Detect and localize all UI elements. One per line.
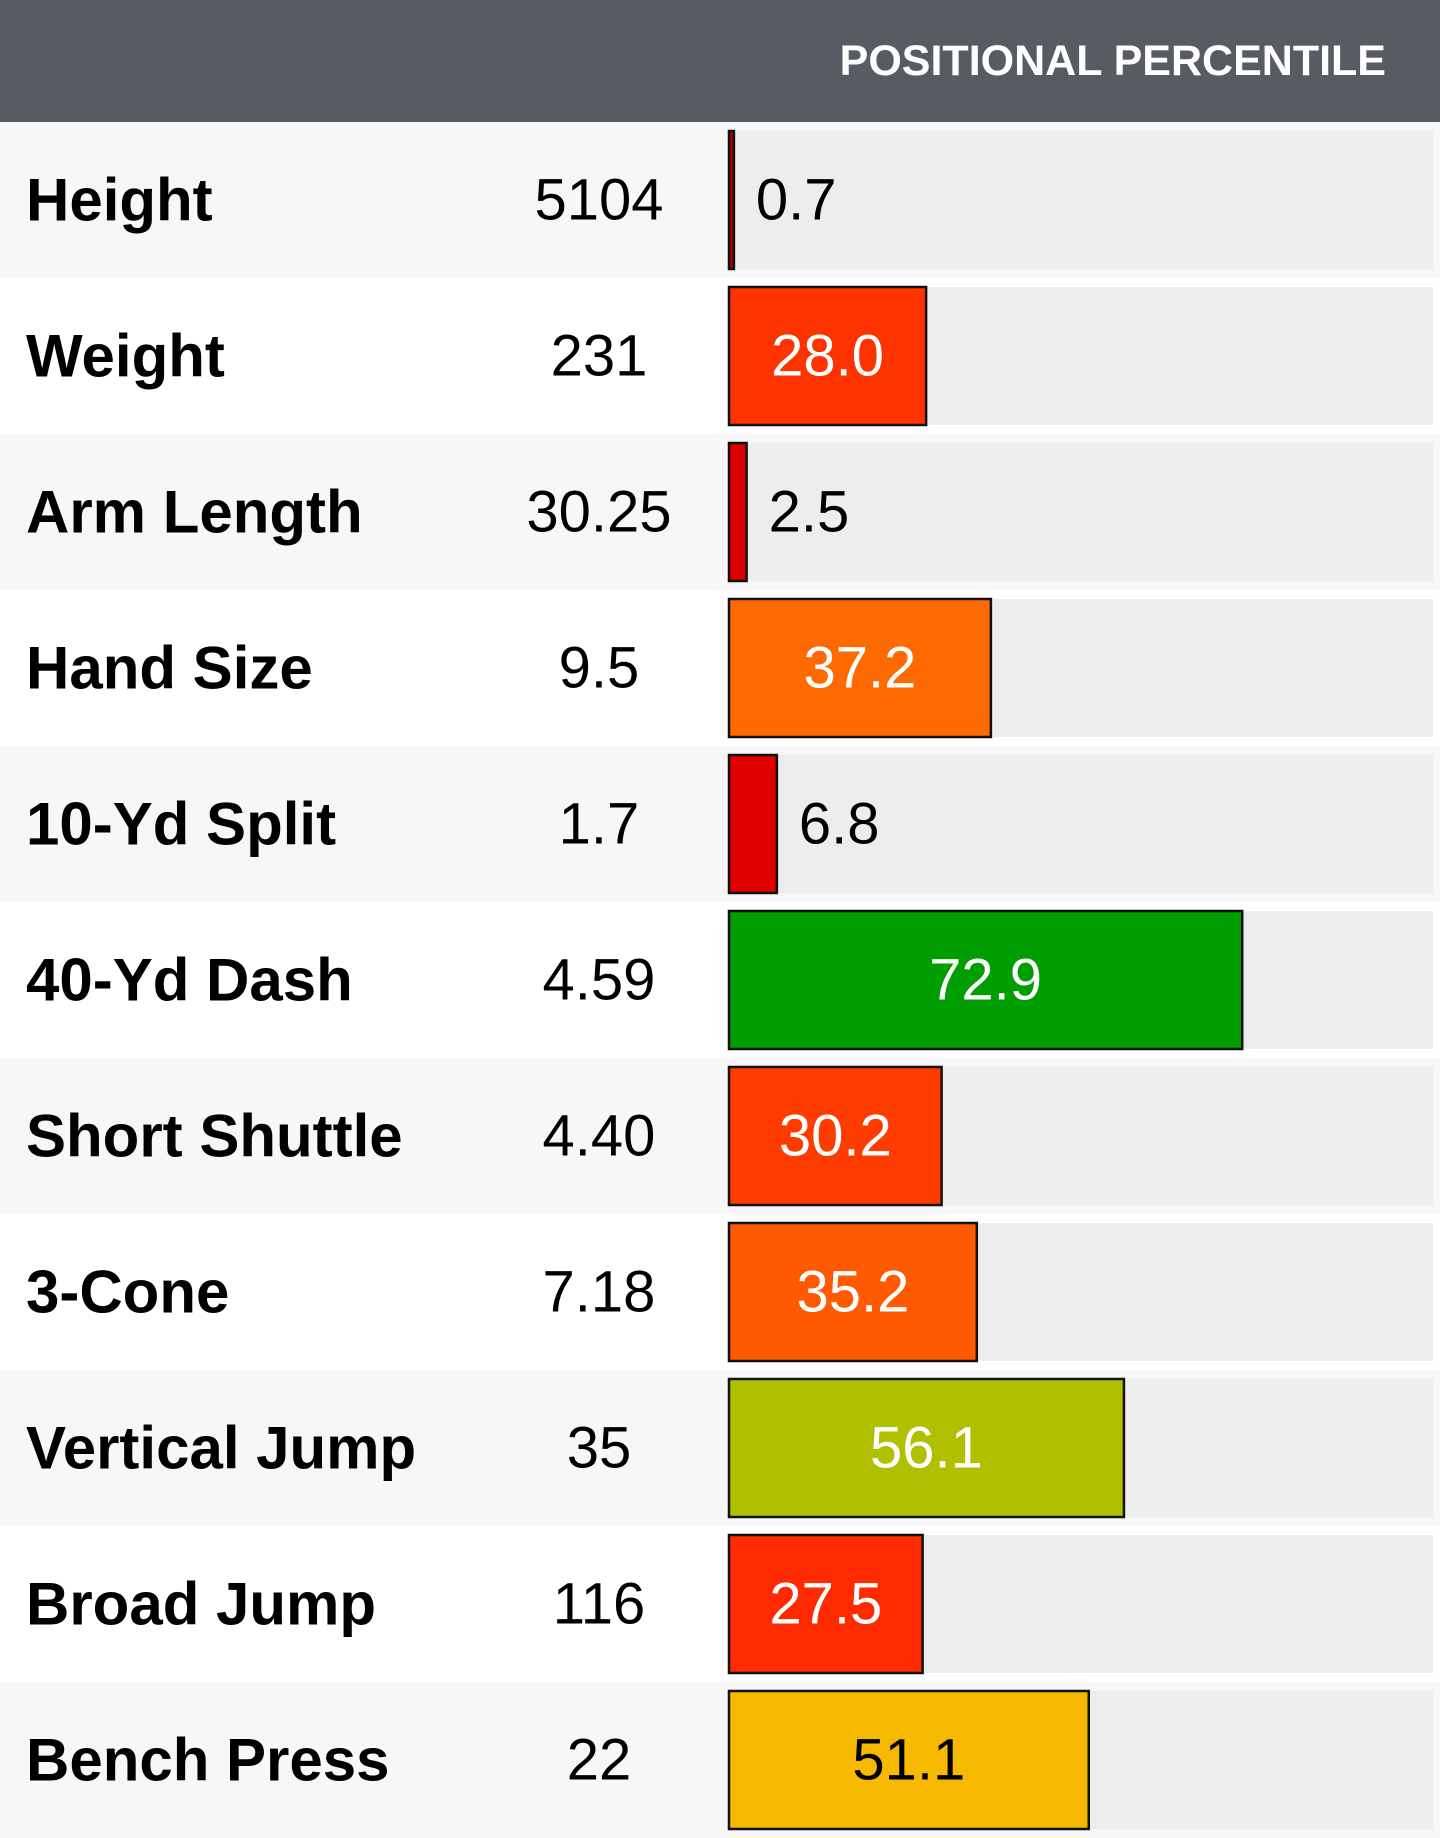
measurement: 5104 — [534, 168, 663, 233]
value-label: 6.8 — [799, 792, 880, 857]
row-label: 3-Cone — [26, 1259, 229, 1326]
bar-track — [729, 131, 1433, 269]
bar-track — [729, 443, 1433, 581]
value-label: 28.0 — [771, 324, 884, 389]
measurement: 30.25 — [526, 480, 671, 545]
value-label: 56.1 — [870, 1416, 983, 1481]
row-label: Bench Press — [26, 1727, 390, 1794]
measurement: 35 — [567, 1416, 632, 1481]
bar — [727, 285, 928, 427]
row-label: Hand Size — [26, 635, 313, 702]
measurement: 4.40 — [543, 1104, 656, 1169]
row-label: 40-Yd Dash — [26, 947, 353, 1014]
chart-title: POSITIONAL PERCENTILE — [840, 37, 1386, 85]
bar — [727, 441, 748, 583]
value-label: 30.2 — [779, 1104, 892, 1169]
row-label: Broad Jump — [26, 1571, 376, 1638]
measurement: 9.5 — [559, 636, 640, 701]
row-label: Height — [26, 167, 213, 234]
bar — [727, 1689, 1090, 1831]
measurement: 4.59 — [543, 948, 656, 1013]
value-label: 72.9 — [929, 948, 1042, 1013]
measurement: 1.7 — [559, 792, 640, 857]
bar — [727, 129, 736, 271]
row-label: 10-Yd Split — [26, 791, 336, 858]
value-label: 27.5 — [769, 1572, 882, 1637]
value-label: 51.1 — [852, 1728, 965, 1793]
measurement: 22 — [567, 1728, 632, 1793]
bar — [727, 753, 779, 895]
measurement: 231 — [551, 324, 648, 389]
header-bar — [0, 0, 1440, 122]
bar-track — [729, 755, 1433, 893]
row-label: Weight — [26, 323, 225, 390]
row-label: Arm Length — [26, 479, 363, 546]
row-label: Short Shuttle — [26, 1103, 403, 1170]
bar — [727, 909, 1244, 1051]
bar — [727, 1377, 1126, 1519]
bar — [727, 1533, 924, 1675]
bar — [727, 1065, 943, 1207]
value-label: 37.2 — [803, 636, 916, 701]
row-label: Vertical Jump — [26, 1415, 416, 1482]
bar — [727, 1221, 979, 1363]
measurement: 7.18 — [543, 1260, 656, 1325]
value-label: 35.2 — [796, 1260, 909, 1325]
measurement: 116 — [553, 1572, 645, 1637]
bar — [727, 597, 993, 739]
value-label: 0.7 — [756, 168, 837, 233]
value-label: 2.5 — [769, 480, 850, 545]
